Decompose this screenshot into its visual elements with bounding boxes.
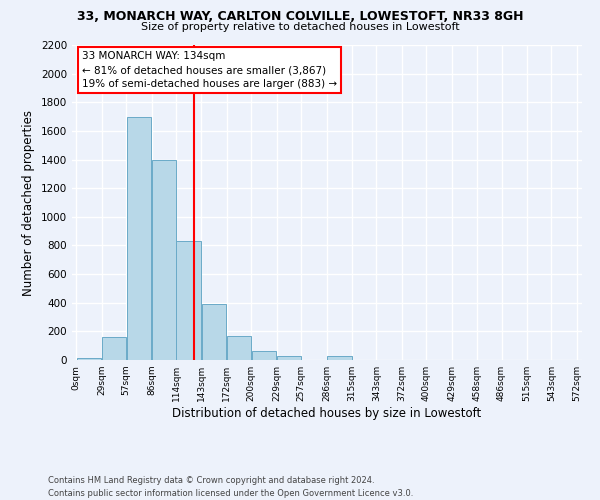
Bar — [152, 160, 176, 360]
Text: 33, MONARCH WAY, CARLTON COLVILLE, LOWESTOFT, NR33 8GH: 33, MONARCH WAY, CARLTON COLVILLE, LOWES… — [77, 10, 523, 23]
Bar — [327, 356, 352, 360]
Bar — [251, 350, 277, 360]
Bar — [176, 241, 201, 360]
X-axis label: Distribution of detached houses by size in Lowestoft: Distribution of detached houses by size … — [172, 407, 482, 420]
Y-axis label: Number of detached properties: Number of detached properties — [22, 110, 35, 296]
Text: Contains HM Land Registry data © Crown copyright and database right 2024.
Contai: Contains HM Land Registry data © Crown c… — [48, 476, 413, 498]
Bar — [227, 336, 251, 360]
Bar — [77, 358, 101, 360]
Bar — [127, 116, 151, 360]
Text: Size of property relative to detached houses in Lowestoft: Size of property relative to detached ho… — [140, 22, 460, 32]
Bar — [202, 304, 226, 360]
Bar — [102, 337, 126, 360]
Text: 33 MONARCH WAY: 134sqm
← 81% of detached houses are smaller (3,867)
19% of semi-: 33 MONARCH WAY: 134sqm ← 81% of detached… — [82, 52, 337, 90]
Bar — [277, 356, 301, 360]
